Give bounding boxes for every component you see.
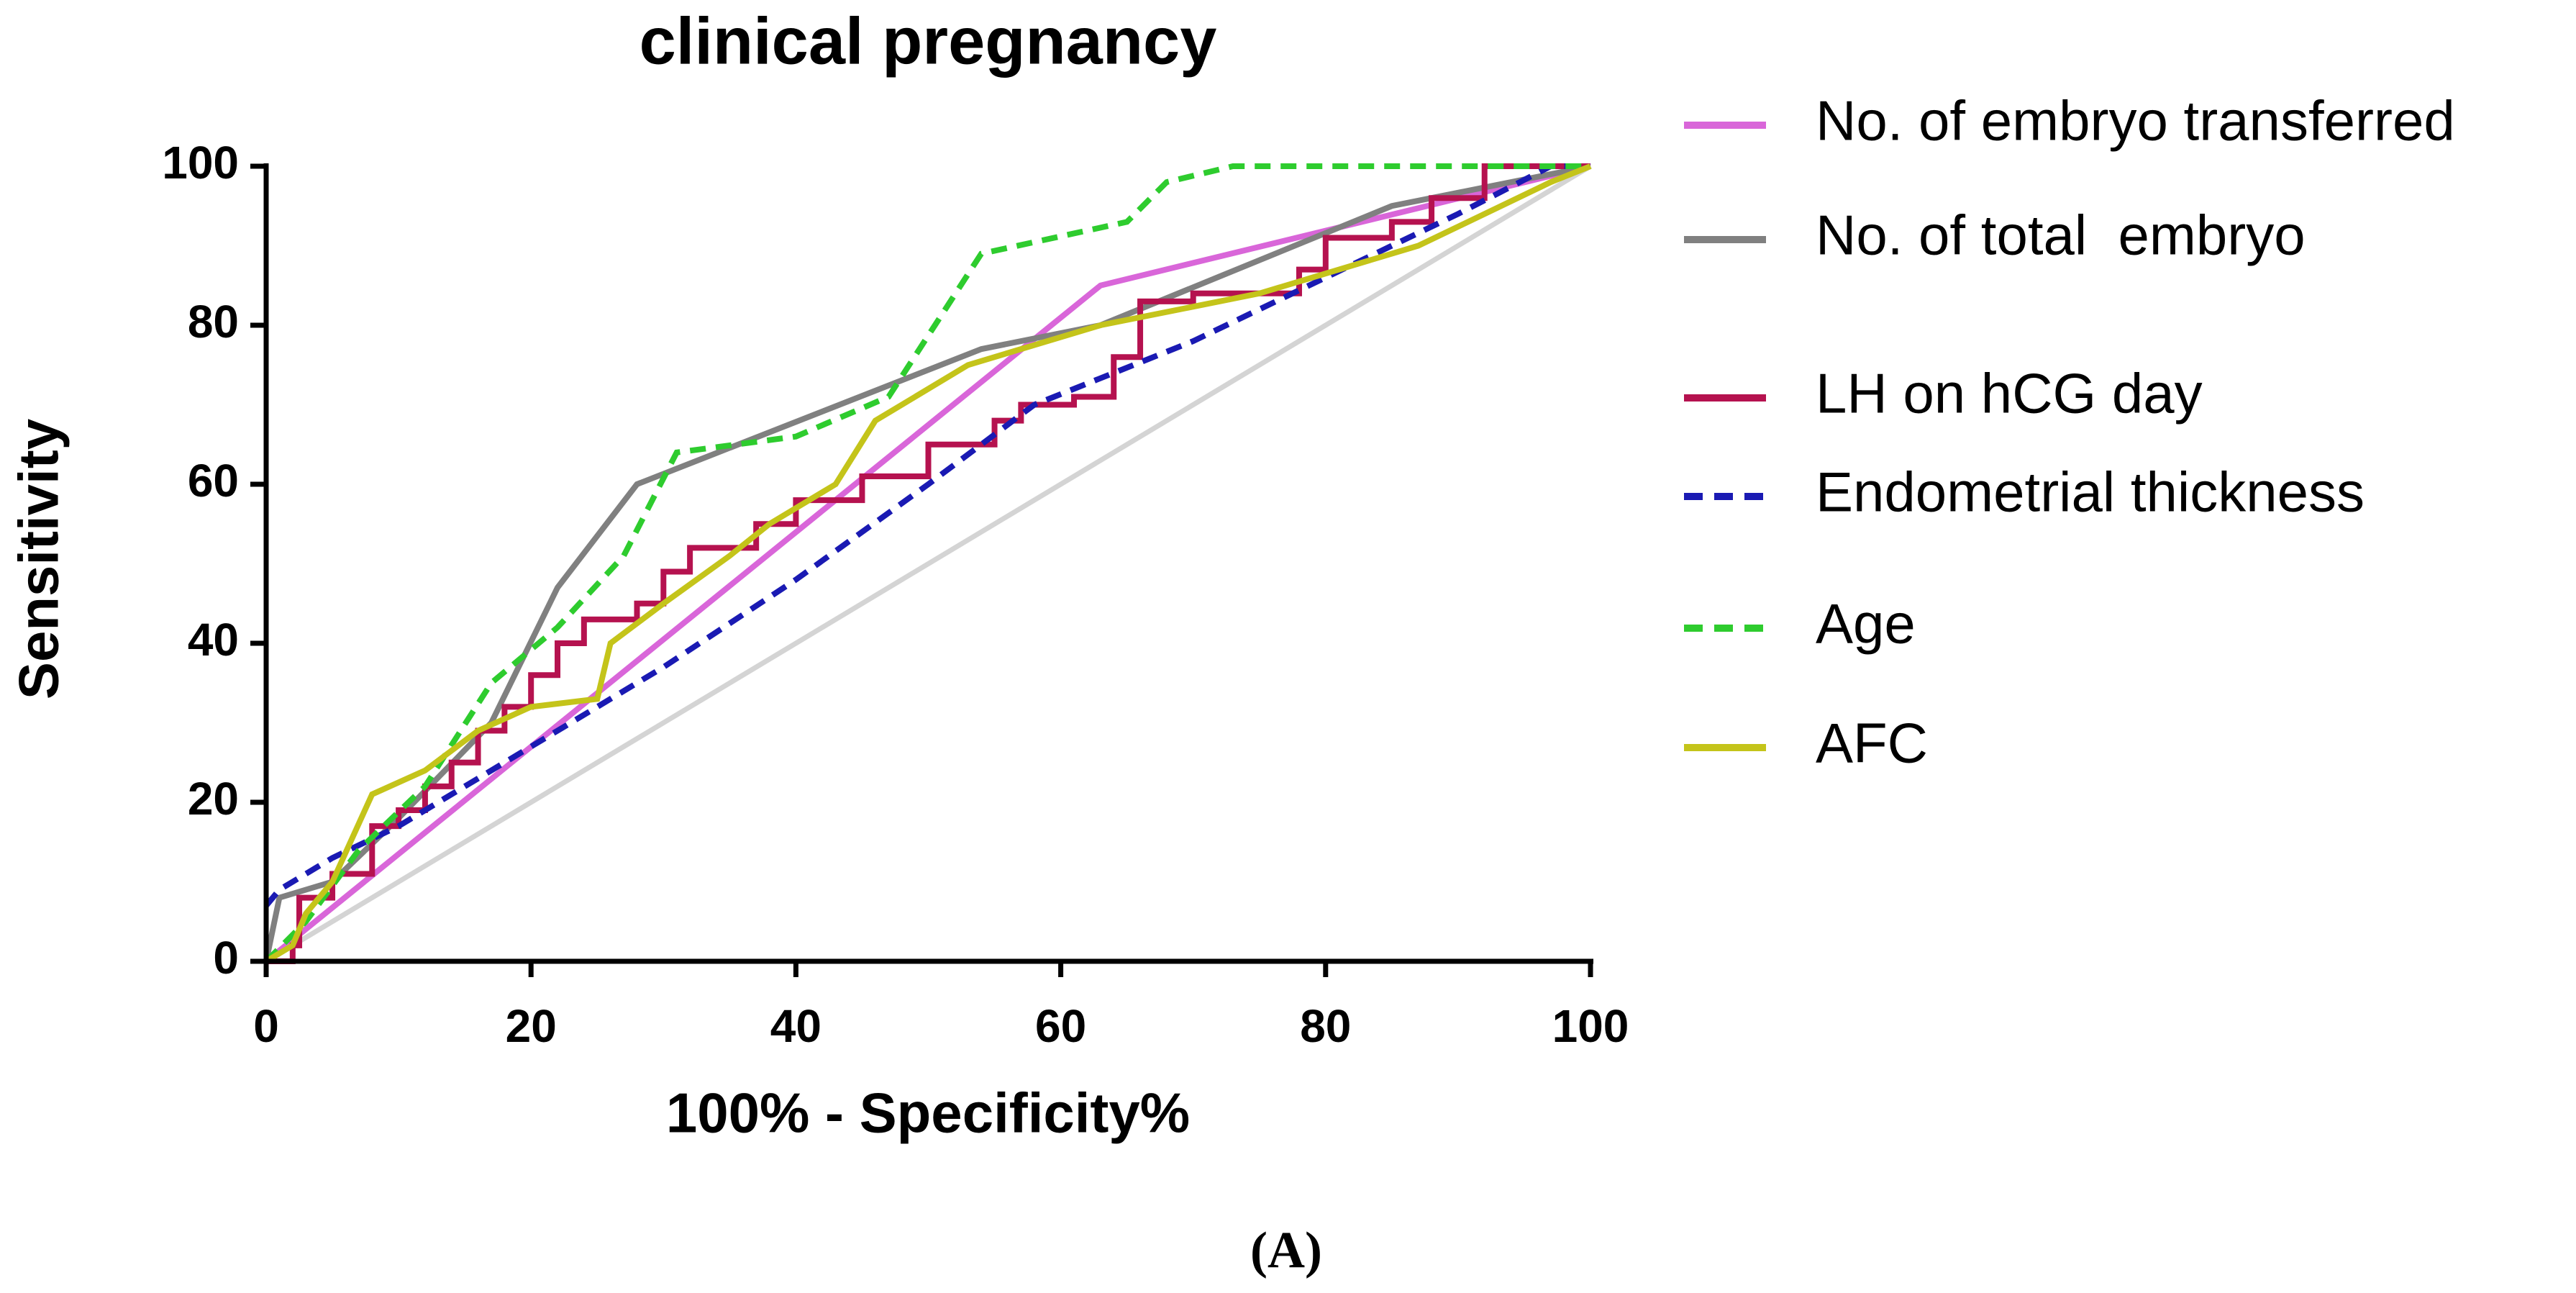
roc-curve: [264, 163, 1592, 964]
y-tick-label: 100: [162, 137, 239, 189]
x-tick-label: 20: [506, 1000, 557, 1052]
legend-label: LH on hCG day: [1816, 362, 2203, 425]
roc-curve: [263, 163, 1591, 962]
legend-label: No. of total embryo: [1816, 204, 2306, 267]
chart-title: clinical pregnancy: [640, 4, 1217, 78]
y-tick-label: 80: [188, 296, 239, 348]
x-tick-label: 60: [1035, 1000, 1086, 1052]
legend-label: Age: [1816, 592, 1916, 655]
x-tick-label: 100: [1552, 1000, 1629, 1052]
y-axis-label: Sensitivity: [7, 419, 70, 699]
roc-curve: [264, 163, 1591, 964]
y-tick-label: 60: [188, 455, 239, 507]
y-tick-label: 40: [188, 614, 239, 666]
roc-curve: [266, 163, 1590, 964]
x-tick-label: 0: [253, 1000, 279, 1052]
legend-label: AFC: [1816, 712, 1928, 775]
roc-curve: [264, 163, 1590, 963]
y-tick-label: 0: [213, 932, 239, 984]
x-tick-label: 80: [1300, 1000, 1351, 1052]
y-tick-label: 20: [188, 773, 239, 825]
reference-line: [265, 163, 1592, 964]
x-axis-label: 100% - Specificity%: [666, 1081, 1190, 1145]
caption: (A): [1250, 1222, 1322, 1279]
roc-curve: [263, 163, 1590, 908]
x-tick-label: 40: [770, 1000, 822, 1052]
legend-label: Endometrial thickness: [1816, 461, 2365, 524]
legend-label: No. of embryo transferred: [1816, 89, 2455, 153]
